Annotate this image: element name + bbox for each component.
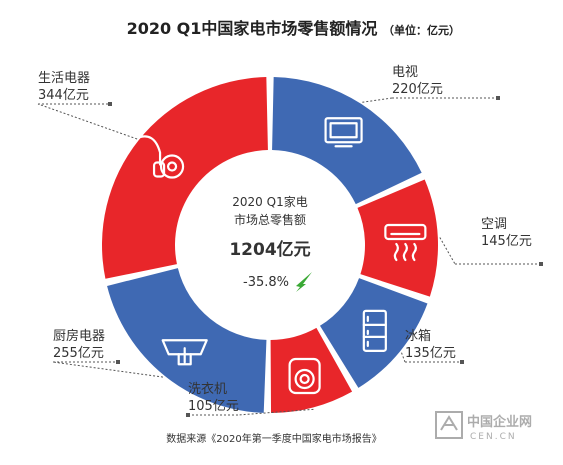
down-arrow-icon (296, 272, 312, 292)
source-caption: 数据来源《2020年第一季度中国家电市场报告》 (166, 432, 381, 445)
slice-name-label: 生活电器 (38, 71, 90, 86)
air-conditioner-icon (384, 223, 427, 262)
chart-title: 2020 Q1中国家电市场零售额情况 (127, 19, 378, 38)
leader-connector (362, 97, 393, 103)
leader-connector (237, 408, 314, 416)
slice-value-label: 145亿元 (481, 234, 532, 249)
leader-connector (37, 103, 138, 140)
watermark-en: CEN.CN (470, 432, 517, 442)
washing-machine-icon (288, 357, 321, 395)
slice-name-label: 电视 (392, 65, 418, 80)
watermark-logo-icon (435, 411, 463, 439)
center-line1: 2020 Q1家电 (232, 194, 307, 209)
slice-name-label: 厨房电器 (53, 328, 105, 344)
slice-value-label: 220亿元 (392, 82, 443, 97)
vacuum-cleaner-icon (134, 135, 185, 179)
tv-icon (324, 117, 363, 148)
slice-refrigerator (319, 278, 428, 388)
leader-dot (539, 262, 543, 266)
slice-name-label: 冰箱 (405, 328, 431, 344)
leader-dot (116, 360, 120, 364)
range-hood-icon (161, 339, 208, 366)
center-summary: 2020 Q1家电 市场总零售额 1204亿元 -35.8% (229, 194, 312, 292)
center-total: 1204亿元 (229, 239, 310, 260)
leader-connector (439, 237, 456, 265)
leader-dot (460, 360, 464, 364)
slice-value-label: 135亿元 (405, 346, 456, 361)
center-line2: 市场总零售额 (234, 212, 306, 227)
watermark-cn: 中国企业网 (467, 414, 532, 430)
slice-small-appliances (102, 77, 268, 279)
chart-unit: （单位：亿元） (383, 23, 460, 37)
slice-name-label: 洗衣机 (188, 381, 227, 397)
refrigerator-icon (362, 309, 387, 352)
leader-connector (401, 352, 406, 363)
leader-dot (496, 96, 500, 100)
leader-connector (52, 361, 164, 378)
watermark: 中国企业网 CEN.CN (435, 411, 532, 442)
center-change: -35.8% (243, 275, 289, 290)
slice-value-label: 105亿元 (188, 399, 239, 414)
leader-dot (108, 102, 112, 106)
slice-tv (272, 77, 422, 205)
slice-value-label: 255亿元 (53, 346, 104, 361)
slice-name-label: 空调 (481, 217, 507, 232)
slice-value-label: 344亿元 (38, 88, 89, 103)
leader-dot (186, 413, 190, 417)
